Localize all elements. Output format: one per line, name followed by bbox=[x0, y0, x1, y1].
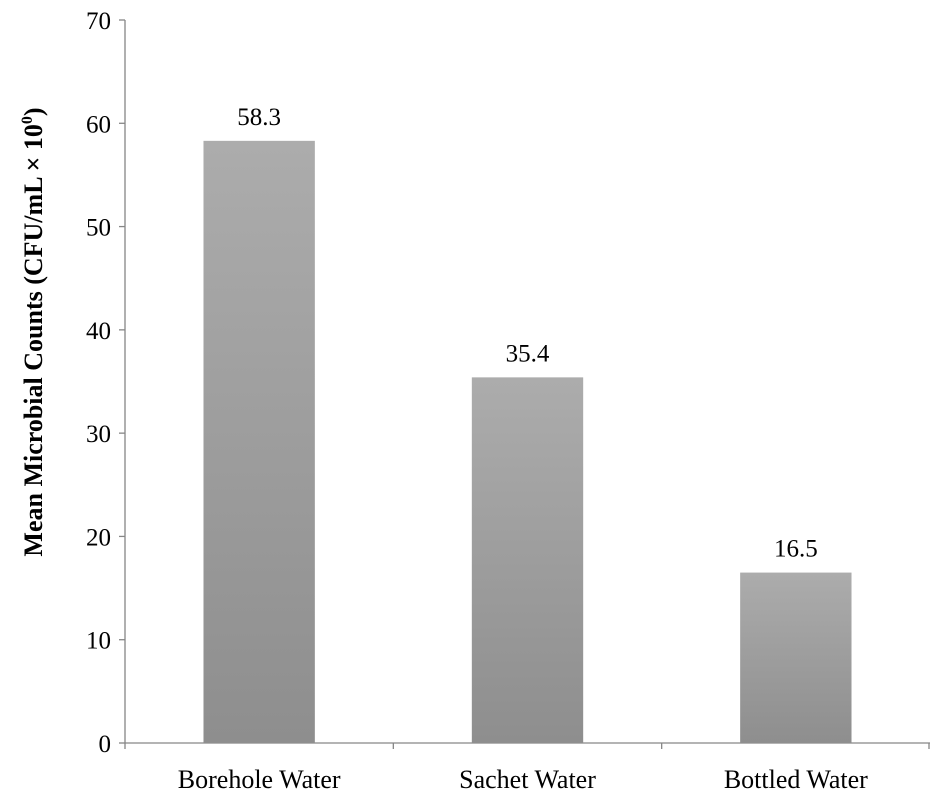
y-tick-label: 60 bbox=[86, 111, 111, 138]
y-axis-title-close: ) bbox=[19, 107, 48, 116]
y-axis-title: Mean Microbial Counts (CFU/mL × 100) bbox=[19, 107, 48, 556]
x-category-label: Bottled Water bbox=[724, 765, 868, 794]
x-category-label: Borehole Water bbox=[178, 765, 341, 794]
y-tick-label: 20 bbox=[86, 524, 111, 551]
bars bbox=[203, 140, 852, 743]
bar-value-label: 35.4 bbox=[506, 340, 550, 367]
y-axis-title-main: Mean Microbial Counts (CFU/mL × 10 bbox=[19, 124, 48, 557]
bar bbox=[740, 572, 852, 743]
y-tick-label: 30 bbox=[86, 421, 111, 448]
y-tick-label: 70 bbox=[86, 8, 111, 35]
bar-value-label: 16.5 bbox=[774, 536, 818, 563]
y-axis: 0 10 20 30 40 50 60 70 bbox=[86, 8, 126, 758]
x-category-label: Sachet Water bbox=[459, 765, 596, 794]
y-tick-label: 0 bbox=[99, 731, 112, 758]
y-axis-title-superscript: 0 bbox=[19, 116, 36, 124]
x-axis: Borehole Water Sachet Water Bottled Water bbox=[124, 742, 930, 794]
bar bbox=[471, 377, 584, 743]
bar-value-label: 58.3 bbox=[237, 104, 281, 131]
y-tick-label: 40 bbox=[86, 318, 111, 345]
y-tick-label: 10 bbox=[86, 628, 111, 655]
data-labels: 58.3 35.4 16.5 bbox=[237, 104, 817, 563]
y-tick-label: 50 bbox=[86, 215, 111, 242]
bar bbox=[203, 140, 315, 743]
